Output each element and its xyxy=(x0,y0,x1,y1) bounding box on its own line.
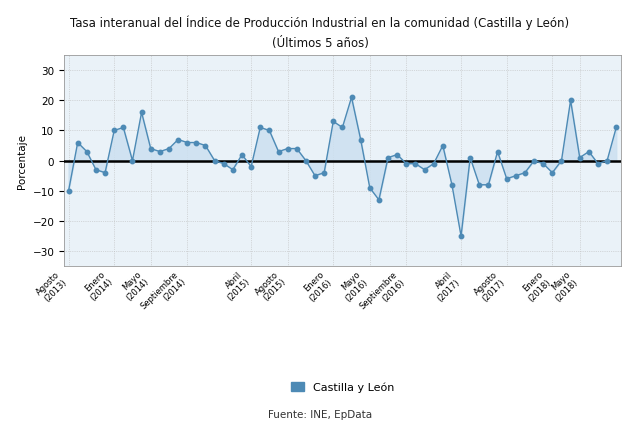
Text: Tasa interanual del Índice de Producción Industrial en la comunidad (Castilla y : Tasa interanual del Índice de Producción… xyxy=(70,15,570,30)
Text: Fuente: INE, EpData: Fuente: INE, EpData xyxy=(268,409,372,419)
Legend: Castilla y León: Castilla y León xyxy=(291,382,394,392)
Text: (Últimos 5 años): (Últimos 5 años) xyxy=(271,37,369,49)
Y-axis label: Porcentaje: Porcentaje xyxy=(17,134,27,189)
